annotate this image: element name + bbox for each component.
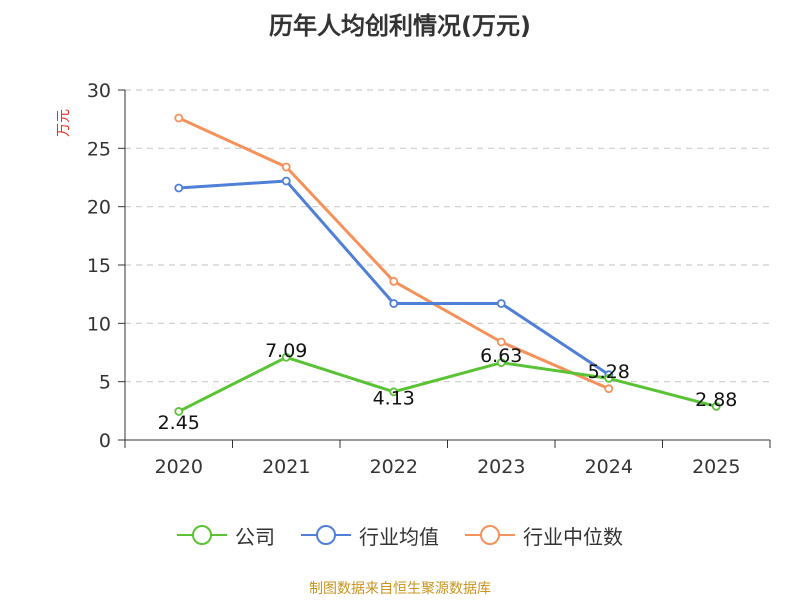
series-lines <box>174 113 721 416</box>
series-2-point-2024 <box>604 384 614 394</box>
legend-swatch-industry-mean <box>301 525 351 545</box>
y-tick-label-20: 20 <box>87 197 111 219</box>
legend-item-industry-mean[interactable]: 行业均值 <box>301 520 439 550</box>
source-note: 制图数据来自恒生聚源数据库 <box>309 581 491 597</box>
series-2-point-2020 <box>174 113 184 123</box>
grid-lines <box>125 89 770 383</box>
y-tick-label-5: 5 <box>99 372 111 394</box>
x-tick-label-2021: 2021 <box>262 456 310 478</box>
legend-label-industry-median: 行业中位数 <box>523 524 623 549</box>
data-label-2021: 7.09 <box>265 340 307 362</box>
legend-swatch-company <box>177 525 227 545</box>
x-tick-label-2024: 2024 <box>585 456 633 478</box>
y-tick-label-15: 15 <box>87 255 111 277</box>
series-line-2 <box>178 116 610 391</box>
data-label-2024: 5.28 <box>588 361 630 383</box>
series-2-point-2023 <box>496 337 506 347</box>
x-tick-label-2023: 2023 <box>477 456 525 478</box>
series-line-0 <box>178 355 717 413</box>
y-tick-label-30: 30 <box>87 80 111 102</box>
legend-item-company[interactable]: 公司 <box>177 520 275 550</box>
y-tick-label-25: 25 <box>87 138 111 160</box>
series-0-point-2025 <box>711 401 721 411</box>
legend-label-industry-mean: 行业均值 <box>359 524 439 549</box>
data-label-2023: 6.63 <box>480 345 522 367</box>
data-labels: 2.45 7.09 4.13 6.63 5.28 2.88 <box>158 340 738 434</box>
legend-swatch-industry-median <box>465 525 515 545</box>
data-label-2022: 4.13 <box>373 387 415 409</box>
y-axis-unit-label: 万元 <box>56 109 72 137</box>
series-2-point-2022 <box>389 276 399 286</box>
series-2-point-2021 <box>281 162 291 172</box>
series-1-point-2020 <box>174 183 184 193</box>
legend-label-company: 公司 <box>235 524 275 549</box>
series-0-point-2020 <box>174 407 184 416</box>
legend-item-industry-median[interactable]: 行业中位数 <box>465 520 623 550</box>
series-1-point-2023 <box>496 299 506 308</box>
series-0-point-2024 <box>604 373 614 383</box>
series-0-point-2023 <box>496 358 506 368</box>
legend: 公司 行业均值 行业中位数 <box>0 520 800 550</box>
data-label-2025: 2.88 <box>695 389 737 411</box>
series-1-point-2022 <box>389 299 399 308</box>
x-tick-label-2025: 2025 <box>692 456 740 478</box>
series-0-point-2022 <box>389 387 399 397</box>
y-tick-label-0: 0 <box>99 430 111 452</box>
x-tick-label-2020: 2020 <box>155 456 203 478</box>
y-tick-label-10: 10 <box>87 313 111 335</box>
series-0-point-2021 <box>281 352 291 362</box>
series-1-point-2021 <box>281 176 291 186</box>
x-tick-label-2022: 2022 <box>370 456 418 478</box>
chart-title: 历年人均创利情况(万元) <box>269 12 531 40</box>
data-label-2020: 2.45 <box>158 412 200 434</box>
